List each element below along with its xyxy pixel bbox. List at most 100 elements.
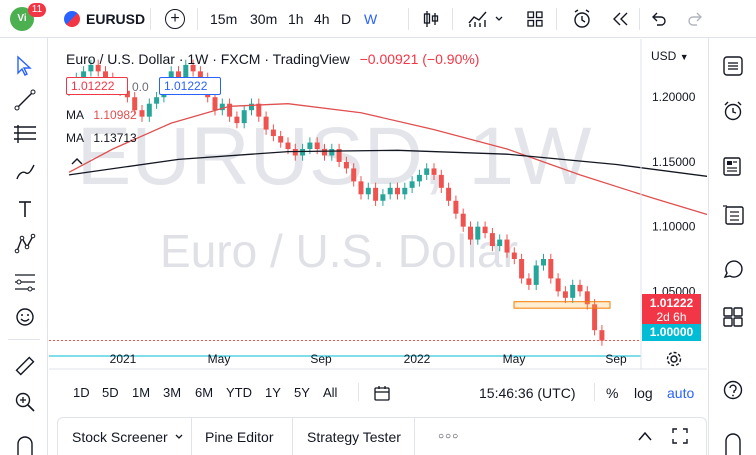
sell-price-box[interactable]: 1.01222 (66, 77, 128, 95)
tab-strategy-tester[interactable]: Strategy Tester (307, 429, 401, 445)
candle-body (190, 64, 196, 72)
bell-icon[interactable] (722, 430, 744, 455)
chevron-down-icon: ▼ (679, 52, 689, 62)
range-ytd[interactable]: YTD (226, 385, 252, 400)
candle-body (249, 103, 254, 111)
currency-selector[interactable]: USD ▼ (651, 49, 689, 63)
current-price-value: 1.01222 (649, 296, 694, 310)
candle-body (336, 149, 342, 162)
replay-icon[interactable] (611, 11, 629, 27)
candles-icon[interactable] (421, 9, 441, 29)
news-icon[interactable] (722, 155, 744, 177)
chat-icon[interactable] (722, 258, 744, 280)
interval-d[interactable]: D (341, 11, 352, 27)
date-range-icon[interactable] (373, 384, 391, 402)
forecast-icon[interactable] (13, 271, 37, 293)
candle-body (300, 149, 306, 156)
candle-body (548, 259, 554, 279)
magnet-icon[interactable] (14, 434, 36, 455)
level-price-label: 1.00000 (642, 324, 701, 341)
range-1m[interactable]: 1M (132, 385, 151, 400)
flag-icon (64, 11, 80, 27)
help-icon[interactable] (722, 379, 744, 401)
collapse-legend-icon[interactable] (70, 156, 84, 166)
candle-body (263, 116, 269, 130)
candle-body (81, 71, 87, 78)
collapse-panel-icon[interactable] (636, 429, 654, 443)
range-3m[interactable]: 3M (163, 385, 182, 400)
time-axis[interactable]: 2021 May Sep 2022 May Sep (110, 352, 627, 366)
redo-icon[interactable] (687, 10, 705, 28)
tab-pine-editor[interactable]: Pine Editor (205, 429, 274, 445)
range-6m[interactable]: 6M (195, 385, 214, 400)
candle-body (387, 187, 393, 195)
alarm-clock-icon[interactable] (722, 100, 744, 122)
price-change: −0.00921 (−0.90%) (359, 51, 480, 67)
ideas-icon[interactable] (722, 204, 746, 226)
range-5y[interactable]: 5Y (294, 385, 310, 400)
bar-countdown: 2d 6h (656, 310, 687, 324)
watermark-symbol: EURUSD, 1W (77, 111, 592, 202)
interval-30m[interactable]: 30m (250, 11, 278, 27)
data-window-icon[interactable] (722, 306, 744, 328)
interval-1h[interactable]: 1h (288, 11, 304, 27)
log-toggle[interactable]: log (634, 385, 653, 401)
more-tabs-button[interactable]: ○○○ (438, 431, 460, 442)
layout-grid-icon[interactable] (526, 10, 544, 28)
text-icon[interactable] (16, 199, 34, 219)
candle-body (256, 103, 262, 117)
add-symbol-icon[interactable]: + (165, 9, 185, 29)
clock-readout[interactable]: 15:46:36 (UTC) (479, 385, 576, 401)
fib-icon[interactable] (13, 124, 37, 144)
undo-icon[interactable] (649, 10, 667, 28)
symbol-label[interactable]: EURUSD (86, 11, 146, 27)
pattern-icon[interactable] (14, 233, 36, 255)
candle-body (278, 136, 284, 143)
chart-pane[interactable]: EURUSD, 1W Euro / U.S. Dollar 1.05000 1.1… (49, 39, 707, 411)
time-tick-label: May (503, 352, 526, 366)
candle-body (358, 181, 364, 195)
ruler-icon[interactable] (14, 355, 36, 377)
trend-line-icon[interactable] (14, 89, 36, 111)
chevron-down-icon[interactable] (174, 432, 184, 442)
price-tick-label: 1.20000 (652, 90, 696, 104)
time-tick-label: 2022 (404, 352, 431, 366)
watchlist-icon[interactable] (722, 55, 744, 77)
brush-icon[interactable] (14, 161, 36, 183)
settings-gear-icon[interactable] (665, 350, 683, 368)
candle-body (212, 97, 218, 111)
range-1d[interactable]: 1D (73, 385, 90, 400)
interval-4h[interactable]: 4h (314, 11, 330, 27)
support-zone-rectangle (513, 301, 611, 309)
chevron-down-icon[interactable] (494, 14, 504, 24)
buy-price-box[interactable]: 1.01222 (159, 77, 221, 95)
emoji-icon[interactable] (15, 307, 35, 327)
range-all[interactable]: All (323, 385, 338, 400)
price-chart[interactable]: EURUSD, 1W Euro / U.S. Dollar 1.050001.1… (49, 39, 707, 411)
zoom-in-icon[interactable] (14, 391, 36, 413)
candle-body (314, 142, 320, 149)
candle-body (482, 226, 488, 234)
interval-w[interactable]: W (364, 11, 378, 27)
candle-body (285, 142, 291, 149)
alert-clock-icon[interactable] (571, 8, 593, 30)
range-1y[interactable]: 1Y (265, 385, 281, 400)
candle-body (431, 168, 437, 175)
interval-15m[interactable]: 15m (210, 11, 238, 27)
maximize-icon[interactable] (671, 427, 689, 445)
widget-toolbar (708, 38, 756, 455)
cursor-icon[interactable] (14, 55, 34, 77)
candle-body (103, 71, 108, 78)
auto-toggle[interactable]: auto (667, 385, 695, 401)
indicators-icon[interactable] (467, 9, 489, 29)
candle-body (460, 213, 466, 227)
candle-body (402, 187, 408, 195)
candle-body (519, 259, 525, 279)
candle-body (584, 291, 590, 305)
range-5d[interactable]: 5D (102, 385, 119, 400)
tab-stock-screener[interactable]: Stock Screener (72, 429, 168, 445)
ma-legend-slow[interactable]: MA 1.13713 (66, 131, 137, 145)
percent-toggle[interactable]: % (606, 385, 619, 401)
ma-legend-fast[interactable]: MA 1.10982 (66, 108, 137, 122)
